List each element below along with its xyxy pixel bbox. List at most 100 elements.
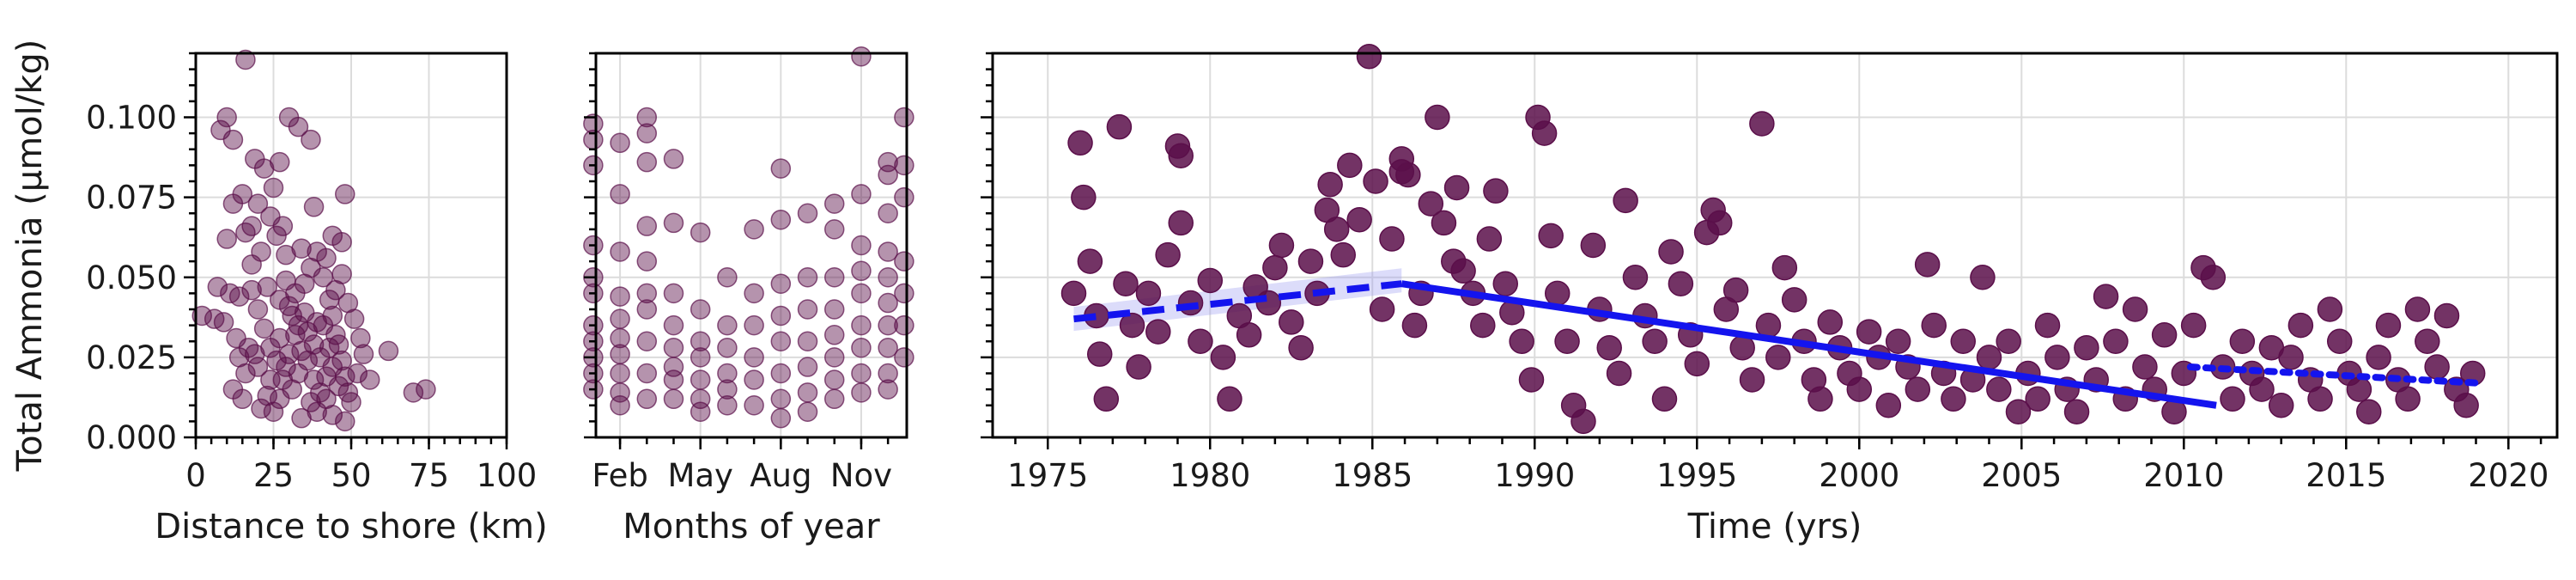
data-point bbox=[1807, 386, 1833, 412]
data-point bbox=[1425, 104, 1450, 131]
data-point bbox=[2287, 312, 2314, 339]
data-point bbox=[610, 286, 630, 307]
data-point bbox=[1067, 130, 1093, 156]
data-point bbox=[2404, 296, 2431, 322]
data-point bbox=[797, 299, 818, 320]
data-point bbox=[2249, 376, 2275, 402]
data-point bbox=[878, 267, 898, 288]
data-point bbox=[823, 193, 845, 214]
data-point bbox=[288, 314, 309, 336]
data-point bbox=[1217, 386, 1242, 412]
data-point bbox=[770, 158, 792, 179]
data-point bbox=[1622, 265, 1649, 290]
data-point bbox=[257, 277, 278, 297]
data-point bbox=[331, 232, 352, 253]
data-point bbox=[1476, 226, 1503, 252]
data-point bbox=[307, 312, 327, 333]
data-point bbox=[1492, 271, 1519, 296]
data-point bbox=[1781, 287, 1807, 313]
data-point bbox=[851, 382, 872, 403]
y-tick-label: 0.075 bbox=[86, 180, 177, 217]
data-point bbox=[797, 357, 818, 377]
data-point bbox=[416, 379, 436, 400]
data-point bbox=[2268, 393, 2294, 418]
data-point bbox=[690, 369, 711, 390]
data-point bbox=[222, 129, 244, 150]
data-point bbox=[1135, 280, 1162, 307]
data-point bbox=[213, 312, 234, 333]
data-point bbox=[2424, 354, 2450, 380]
data-point bbox=[717, 267, 738, 288]
data-point bbox=[1749, 111, 1775, 137]
data-point bbox=[770, 363, 792, 384]
data-point bbox=[851, 337, 872, 358]
data-point bbox=[350, 327, 371, 349]
data-point bbox=[1450, 258, 1476, 284]
data-point bbox=[894, 186, 914, 208]
data-point bbox=[823, 267, 845, 288]
data-point bbox=[878, 203, 898, 223]
data-point bbox=[1914, 252, 1941, 278]
data-point bbox=[1875, 393, 1902, 418]
trend-line-dashed bbox=[1073, 280, 1402, 323]
data-point bbox=[1210, 345, 1236, 370]
data-point bbox=[1093, 386, 1120, 412]
data-point bbox=[770, 388, 792, 410]
data-point bbox=[2346, 376, 2372, 402]
x-tick-label: 2005 bbox=[1981, 457, 2062, 494]
data-point bbox=[636, 363, 658, 384]
y-tick-label: 0.100 bbox=[86, 100, 177, 137]
data-point bbox=[232, 388, 253, 410]
data-point bbox=[263, 177, 284, 198]
data-point bbox=[353, 344, 374, 364]
data-point bbox=[1119, 312, 1145, 339]
data-point bbox=[1346, 206, 1372, 233]
data-point bbox=[253, 158, 275, 179]
data-point bbox=[2044, 345, 2070, 370]
data-point bbox=[2005, 399, 2032, 424]
data-point bbox=[797, 331, 818, 351]
data-point bbox=[663, 283, 684, 304]
time-scatter-panel: 1975 1980 1985 1990 1995 2000 2005 2010 2015 2020… bbox=[981, 43, 2559, 546]
data-point bbox=[253, 318, 275, 339]
data-point bbox=[744, 369, 764, 390]
data-point bbox=[235, 222, 256, 243]
data-point bbox=[2180, 312, 2207, 339]
data-point bbox=[717, 314, 738, 336]
data-point bbox=[770, 331, 792, 351]
data-point bbox=[717, 363, 738, 384]
data-point bbox=[1613, 187, 1638, 214]
data-point bbox=[744, 314, 764, 336]
data-point bbox=[1369, 296, 1395, 322]
data-point bbox=[260, 337, 281, 358]
data-point bbox=[2433, 302, 2460, 329]
data-point bbox=[1262, 254, 1288, 281]
x-tick-label: 2020 bbox=[2468, 457, 2549, 494]
data-point bbox=[278, 344, 300, 364]
data-point bbox=[316, 366, 337, 387]
data-point bbox=[2025, 386, 2050, 412]
data-point bbox=[610, 241, 630, 262]
x-tick-label: 2010 bbox=[2143, 457, 2224, 494]
data-point bbox=[335, 184, 355, 205]
data-point bbox=[744, 347, 764, 368]
data-point bbox=[894, 283, 914, 304]
data-point bbox=[823, 219, 845, 240]
data-point bbox=[2229, 328, 2256, 354]
data-point bbox=[1197, 267, 1224, 294]
x-tick-label: 2015 bbox=[2306, 457, 2386, 494]
data-point bbox=[335, 411, 355, 432]
data-point bbox=[894, 107, 914, 128]
data-point bbox=[1580, 232, 1607, 259]
data-point bbox=[1668, 271, 1694, 296]
month-scatter-panel: Feb May Aug Nov Months of year bbox=[583, 46, 914, 546]
data-point bbox=[1996, 328, 2021, 354]
trend-line-solid bbox=[1400, 280, 2217, 409]
data-point bbox=[1363, 168, 1388, 194]
data-point bbox=[1431, 210, 1457, 236]
x-axis-label: Distance to shore (km) bbox=[155, 507, 547, 546]
data-point bbox=[610, 363, 630, 384]
x-tick-label: 0 bbox=[185, 457, 206, 494]
data-point bbox=[269, 290, 290, 310]
